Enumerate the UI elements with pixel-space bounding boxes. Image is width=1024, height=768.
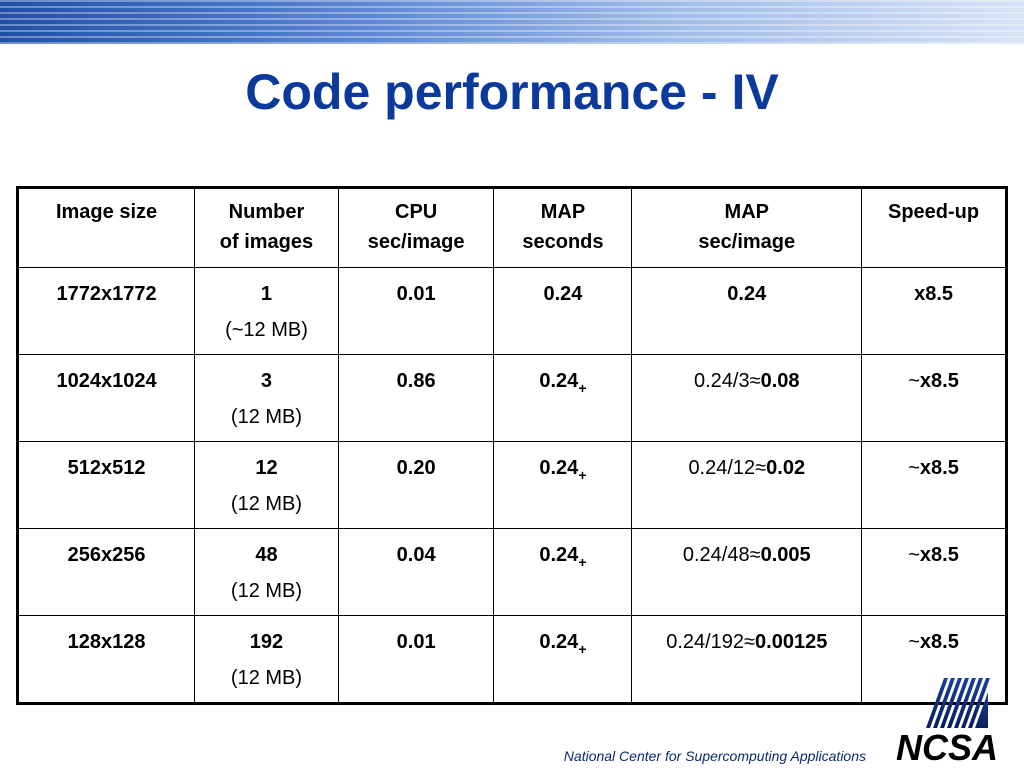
header-cpu: CPU sec/image bbox=[337, 187, 495, 268]
header-image-size-label: Image size bbox=[55, 201, 158, 223]
header-map-sec-image: MAP sec/image bbox=[631, 187, 863, 268]
cell-map-value: 0.00125 bbox=[755, 631, 828, 653]
header-speed-up: Speed-up bbox=[861, 187, 1007, 268]
cell-cpu: 0.04 bbox=[337, 528, 495, 616]
header-image-size: Image size bbox=[16, 187, 196, 268]
cell-number-of-images: 1 (~12 MB) bbox=[194, 267, 339, 355]
top-banner bbox=[0, 0, 1024, 44]
cell-map-sec-image: 0.24/48≈0.005 bbox=[631, 528, 863, 616]
header-number-line1: Number bbox=[228, 201, 305, 223]
cell-count: 3 bbox=[260, 370, 273, 392]
cell-map-prefix: 0.24/48≈ bbox=[682, 544, 761, 566]
cell-cpu: 0.01 bbox=[337, 267, 495, 355]
cell-cpu: 0.86 bbox=[337, 354, 495, 442]
table-row: 1772x1772 1 (~12 MB) 0.01 0.24 0.24 x8.5 bbox=[16, 267, 1007, 355]
cell-map-seconds-value: 0.24 bbox=[539, 631, 579, 653]
cell-map-value: 0.24 bbox=[727, 283, 767, 305]
header-map-sec-image-line1: MAP bbox=[724, 201, 769, 223]
cell-speed-up: x8.5 bbox=[861, 267, 1007, 355]
header-cpu-line1: CPU bbox=[395, 201, 438, 223]
cell-image-size: 256x256 bbox=[16, 528, 196, 616]
table-row: 512x512 12 (12 MB) 0.20 0.24+ 0.24/12≈0.0… bbox=[16, 441, 1007, 529]
cell-number-of-images: 48 (12 MB) bbox=[194, 528, 339, 616]
ncsa-logo-text: NCSA bbox=[896, 727, 998, 766]
header-map-sec-image-line2: sec/image bbox=[698, 231, 796, 253]
table-row: 128x128 192 (12 MB) 0.01 0.24+ 0.24/192≈0… bbox=[16, 615, 1007, 704]
cell-image-size: 512x512 bbox=[16, 441, 196, 529]
header-map-seconds: MAP seconds bbox=[493, 187, 633, 268]
cell-speedup-prefix: ~ bbox=[908, 370, 920, 392]
cell-cpu: 0.20 bbox=[337, 441, 495, 529]
cell-map-seconds-value: 0.24 bbox=[539, 457, 579, 479]
ncsa-logo: NCSA bbox=[896, 678, 998, 766]
cell-map-seconds: 0.24 bbox=[493, 267, 633, 355]
table-header-row: Image size Number of images CPU sec/image … bbox=[16, 187, 1007, 268]
footer-organization: National Center for Supercomputing Appli… bbox=[563, 748, 866, 764]
cell-number-of-images: 3 (12 MB) bbox=[194, 354, 339, 442]
cell-speedup-value: x8.5 bbox=[919, 631, 959, 653]
cell-map-sec-image: 0.24/3≈0.08 bbox=[631, 354, 863, 442]
cell-map-value: 0.02 bbox=[766, 457, 806, 479]
cell-image-size: 128x128 bbox=[16, 615, 196, 704]
cell-count-note: (12 MB) bbox=[230, 580, 303, 602]
cell-map-plus: + bbox=[578, 641, 587, 657]
header-speed-up-label: Speed-up bbox=[887, 201, 980, 223]
cell-map-seconds-value: 0.24 bbox=[539, 544, 579, 566]
header-map-seconds-line1: MAP bbox=[540, 201, 586, 223]
table-row: 1024x1024 3 (12 MB) 0.86 0.24+ 0.24/3≈0.0… bbox=[16, 354, 1007, 442]
header-number-of-images: Number of images bbox=[194, 187, 339, 268]
cell-count-note: (12 MB) bbox=[230, 406, 303, 428]
cell-image-size: 1024x1024 bbox=[16, 354, 196, 442]
cell-map-value: 0.005 bbox=[760, 544, 811, 566]
cell-speed-up: ~x8.5 bbox=[861, 441, 1007, 529]
slide-title: Code performance - IV bbox=[245, 64, 779, 120]
cell-map-seconds: 0.24+ bbox=[493, 615, 633, 704]
cell-count: 192 bbox=[249, 631, 284, 653]
cell-speedup-value: x8.5 bbox=[919, 370, 959, 392]
performance-table: Image size Number of images CPU sec/image … bbox=[16, 186, 1008, 705]
cell-map-seconds: 0.24+ bbox=[493, 528, 633, 616]
cell-map-prefix: 0.24/3≈ bbox=[694, 370, 761, 392]
cell-cpu: 0.01 bbox=[337, 615, 495, 704]
cell-speedup-prefix: ~ bbox=[908, 631, 920, 653]
cell-number-of-images: 12 (12 MB) bbox=[194, 441, 339, 529]
cell-speed-up: ~x8.5 bbox=[861, 354, 1007, 442]
cell-map-plus: + bbox=[578, 554, 587, 570]
cell-map-sec-image: 0.24/12≈0.02 bbox=[631, 441, 863, 529]
header-number-line2: of images bbox=[219, 231, 314, 253]
cell-count: 12 bbox=[255, 457, 278, 479]
cell-speedup-value: x8.5 bbox=[914, 283, 954, 305]
cell-speed-up: ~x8.5 bbox=[861, 528, 1007, 616]
header-cpu-line2: sec/image bbox=[367, 231, 465, 253]
cell-map-plus: + bbox=[578, 380, 587, 396]
cell-count: 48 bbox=[255, 544, 278, 566]
cell-map-sec-image: 0.24 bbox=[631, 267, 863, 355]
cell-map-sec-image: 0.24/192≈0.00125 bbox=[631, 615, 863, 704]
cell-speedup-prefix: ~ bbox=[908, 457, 920, 479]
header-map-seconds-line2: seconds bbox=[522, 231, 604, 253]
cell-count-note: (12 MB) bbox=[230, 667, 303, 689]
cell-map-value: 0.08 bbox=[760, 370, 800, 392]
cell-count-note: (~12 MB) bbox=[225, 319, 308, 341]
cell-map-prefix: 0.24/192≈ bbox=[666, 631, 756, 653]
cell-map-prefix: 0.24/12≈ bbox=[688, 457, 767, 479]
cell-image-size: 1772x1772 bbox=[16, 267, 196, 355]
cell-speedup-prefix: ~ bbox=[908, 544, 920, 566]
cell-map-seconds: 0.24+ bbox=[493, 441, 633, 529]
cell-map-seconds: 0.24+ bbox=[493, 354, 633, 442]
cell-map-seconds-value: 0.24 bbox=[539, 370, 579, 392]
table-row: 256x256 48 (12 MB) 0.04 0.24+ 0.24/48≈0.0… bbox=[16, 528, 1007, 616]
cell-map-plus: + bbox=[578, 467, 587, 483]
cell-speedup-value: x8.5 bbox=[919, 457, 959, 479]
cell-count: 1 bbox=[260, 283, 273, 305]
cell-speedup-value: x8.5 bbox=[919, 544, 959, 566]
cell-number-of-images: 192 (12 MB) bbox=[194, 615, 339, 704]
cell-map-seconds-value: 0.24 bbox=[543, 283, 583, 305]
cell-count-note: (12 MB) bbox=[230, 493, 303, 515]
ncsa-logo-stripes bbox=[926, 678, 990, 728]
